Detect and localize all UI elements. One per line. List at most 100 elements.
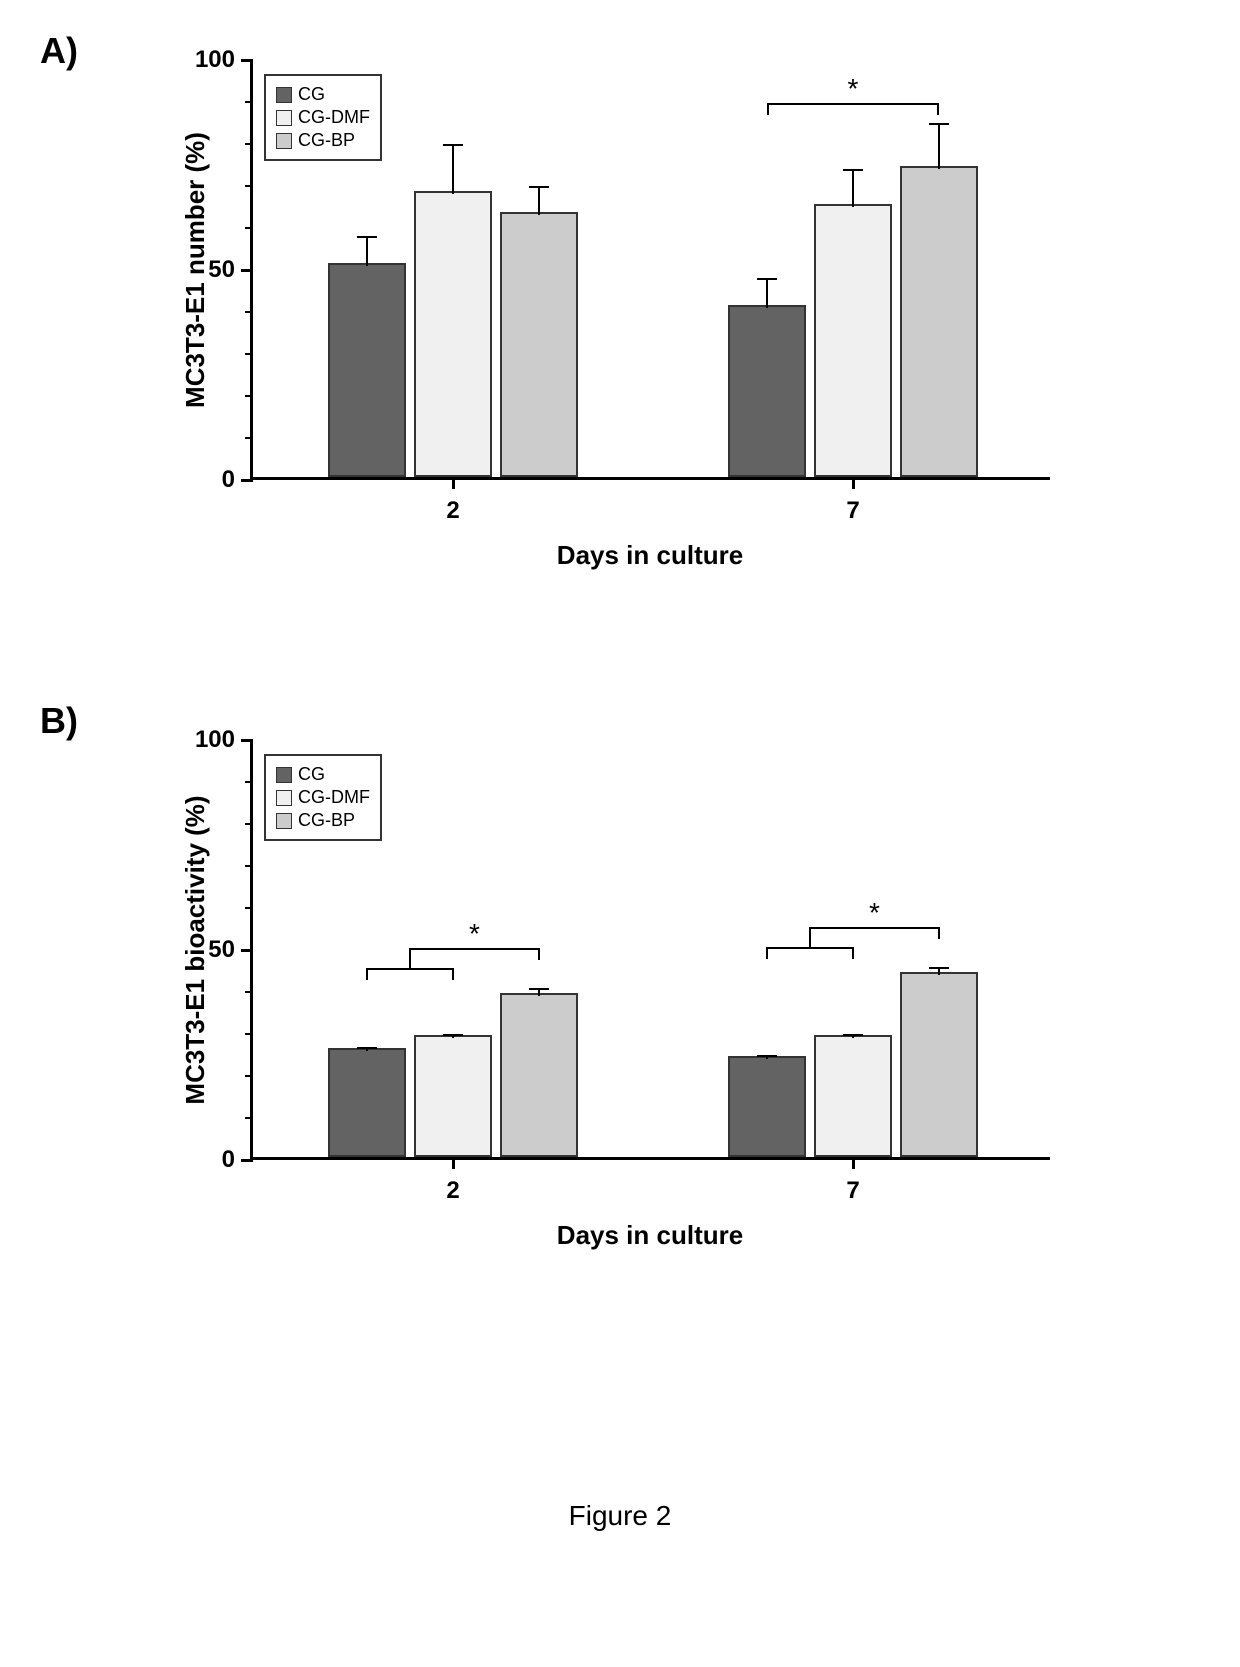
error-bar xyxy=(938,123,940,169)
legend-item: CG-BP xyxy=(276,130,370,151)
x-category-label: 2 xyxy=(446,497,459,525)
significance-bracket xyxy=(809,927,811,947)
significance-bracket xyxy=(409,948,411,968)
y-tick-mark xyxy=(241,59,253,62)
bar xyxy=(500,993,578,1157)
legend-swatch-icon xyxy=(276,790,292,806)
significance-star: * xyxy=(848,73,859,105)
y-tick-mark xyxy=(241,1159,253,1162)
y-tick-minor-mark xyxy=(245,1075,253,1077)
x-category-label: 7 xyxy=(846,1177,859,1205)
bar xyxy=(900,972,978,1157)
significance-bracket xyxy=(767,947,853,949)
x-tick-mark xyxy=(852,477,855,489)
x-category-label: 2 xyxy=(446,1177,459,1205)
y-tick-minor-mark xyxy=(245,991,253,993)
y-tick-mark xyxy=(241,949,253,952)
y-axis-title-a: MC3T3-E1 number (%) xyxy=(180,132,211,408)
significance-bracket xyxy=(367,968,453,970)
y-tick-label: 50 xyxy=(208,936,235,964)
y-tick-minor-mark xyxy=(245,101,253,103)
y-tick-minor-mark xyxy=(245,865,253,867)
significance-star: * xyxy=(469,918,480,950)
error-cap xyxy=(929,123,949,125)
error-cap xyxy=(843,1034,863,1036)
error-cap xyxy=(357,1047,377,1049)
bar xyxy=(328,1048,406,1157)
legend-a: CG CG-DMF CG-BP xyxy=(264,74,382,161)
bar xyxy=(414,1035,492,1157)
y-tick-minor-mark xyxy=(245,185,253,187)
legend-label: CG-DMF xyxy=(298,107,370,128)
panel-b-chart: 05010027** MC3T3-E1 bioactivity (%) Days… xyxy=(250,740,1050,1260)
legend-label: CG-BP xyxy=(298,130,355,151)
error-cap xyxy=(443,144,463,146)
legend-item: CG-DMF xyxy=(276,787,370,808)
x-tick-mark xyxy=(852,1157,855,1169)
y-tick-minor-mark xyxy=(245,311,253,313)
significance-bracket xyxy=(938,927,940,939)
x-category-label: 7 xyxy=(846,497,859,525)
error-cap xyxy=(357,236,377,238)
bar xyxy=(328,263,406,477)
error-cap xyxy=(929,967,949,969)
legend-swatch-icon xyxy=(276,813,292,829)
legend-swatch-icon xyxy=(276,87,292,103)
y-tick-minor-mark xyxy=(245,1117,253,1119)
y-tick-minor-mark xyxy=(245,395,253,397)
bar xyxy=(728,1056,806,1157)
legend-label: CG-DMF xyxy=(298,787,370,808)
y-tick-label: 0 xyxy=(222,466,235,494)
error-cap xyxy=(443,1034,463,1036)
error-cap xyxy=(843,169,863,171)
figure-caption: Figure 2 xyxy=(569,1500,672,1532)
y-tick-minor-mark xyxy=(245,437,253,439)
x-tick-mark xyxy=(452,1157,455,1169)
error-cap xyxy=(757,278,777,280)
error-bar xyxy=(852,169,854,207)
x-axis-title-a: Days in culture xyxy=(557,540,743,571)
y-tick-mark xyxy=(241,269,253,272)
significance-bracket xyxy=(937,103,939,115)
error-bar xyxy=(538,186,540,215)
y-tick-mark xyxy=(241,479,253,482)
bar xyxy=(414,191,492,477)
bar xyxy=(728,305,806,477)
y-axis-title-b: MC3T3-E1 bioactivity (%) xyxy=(180,795,211,1104)
legend-item: CG xyxy=(276,764,370,785)
error-cap xyxy=(757,1055,777,1057)
legend-b: CG CG-DMF CG-BP xyxy=(264,754,382,841)
panel-b-label: B) xyxy=(40,700,78,742)
y-tick-minor-mark xyxy=(245,823,253,825)
panel-a-label: A) xyxy=(40,30,78,72)
legend-item: CG-DMF xyxy=(276,107,370,128)
y-tick-minor-mark xyxy=(245,781,253,783)
legend-item: CG-BP xyxy=(276,810,370,831)
bar xyxy=(500,212,578,477)
legend-label: CG xyxy=(298,764,325,785)
panel-a-chart: 05010027* MC3T3-E1 number (%) Days in cu… xyxy=(250,60,1050,580)
y-tick-minor-mark xyxy=(245,143,253,145)
y-tick-label: 0 xyxy=(222,1146,235,1174)
significance-star: * xyxy=(869,897,880,929)
x-axis-title-b: Days in culture xyxy=(557,1220,743,1251)
error-cap xyxy=(529,988,549,990)
y-tick-minor-mark xyxy=(245,1033,253,1035)
y-tick-label: 100 xyxy=(195,46,235,74)
legend-label: CG xyxy=(298,84,325,105)
y-tick-mark xyxy=(241,739,253,742)
legend-item: CG xyxy=(276,84,370,105)
error-bar xyxy=(452,144,454,194)
significance-bracket xyxy=(767,103,769,115)
y-tick-minor-mark xyxy=(245,227,253,229)
bar xyxy=(900,166,978,477)
error-cap xyxy=(529,186,549,188)
x-tick-mark xyxy=(452,477,455,489)
legend-swatch-icon xyxy=(276,110,292,126)
significance-bracket xyxy=(538,948,540,960)
error-bar xyxy=(366,236,368,265)
y-tick-label: 50 xyxy=(208,256,235,284)
bar xyxy=(814,204,892,477)
y-tick-minor-mark xyxy=(245,907,253,909)
y-tick-minor-mark xyxy=(245,353,253,355)
